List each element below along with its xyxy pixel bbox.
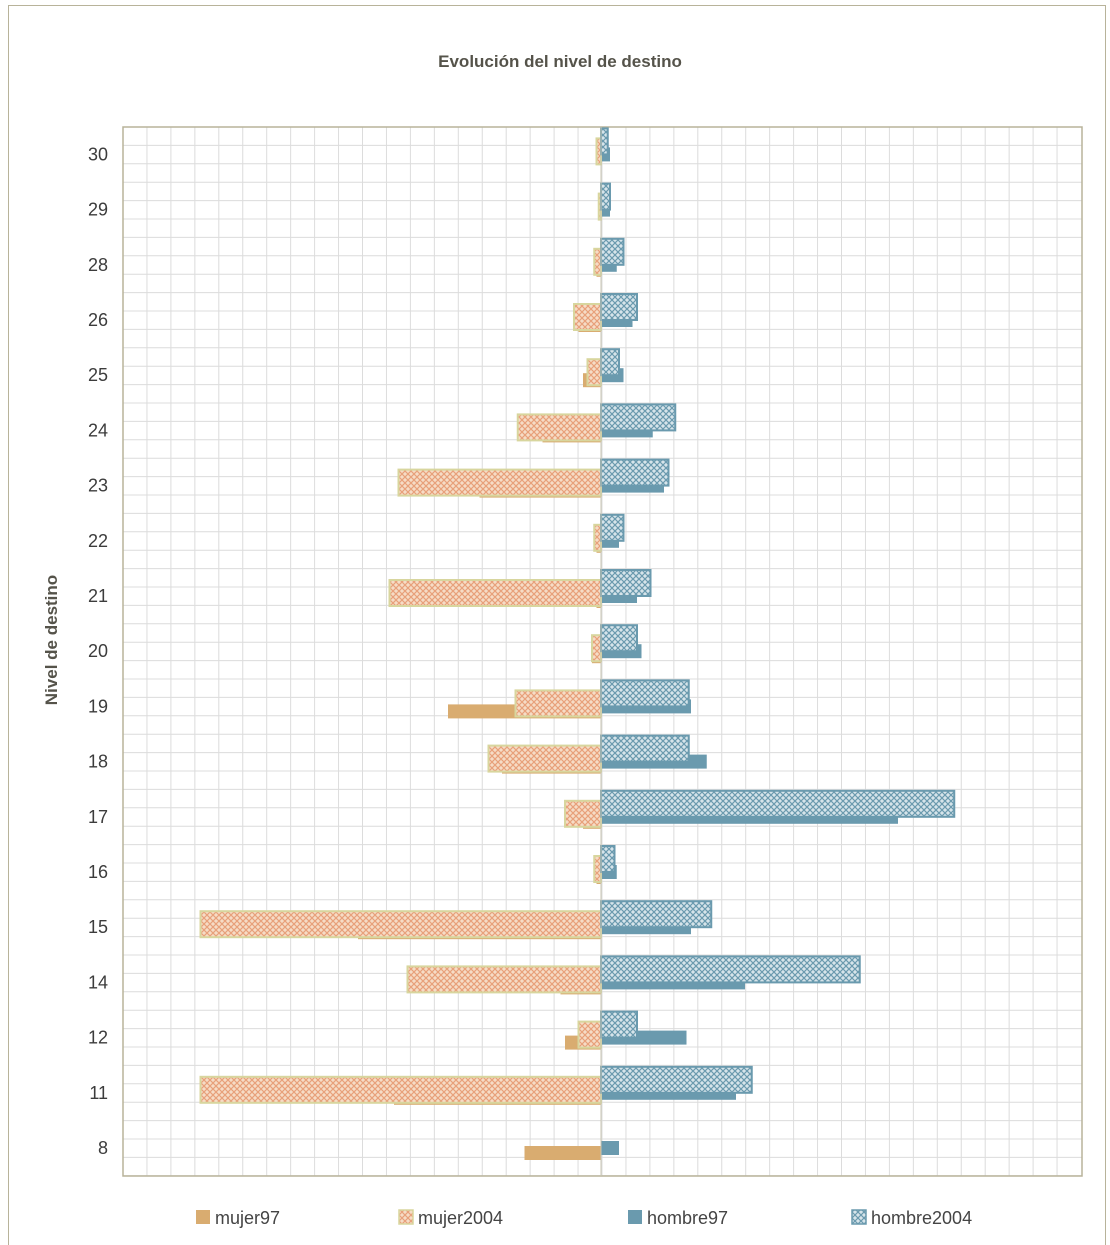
bar-hombre2004 — [600, 182, 611, 211]
bar-hombre2004 — [600, 1065, 753, 1094]
y-tick-label: 21 — [88, 586, 108, 606]
bar-hombre2004 — [600, 955, 861, 984]
bar-hombre2004 — [600, 237, 625, 266]
bar-mujer2004 — [593, 247, 602, 276]
bar-mujer2004 — [397, 468, 602, 497]
y-tick-label: 17 — [88, 807, 108, 827]
bar-mujer2004 — [586, 358, 602, 387]
bar-mujer2004 — [199, 910, 602, 939]
y-tick-label: 12 — [88, 1028, 108, 1048]
y-axis-label: Nivel de destino — [42, 575, 61, 705]
bar-hombre2004 — [600, 569, 652, 597]
y-tick-label: 15 — [88, 917, 108, 937]
chart-title: Evolución del nivel de destino — [438, 52, 682, 71]
legend-item-mujer2004: mujer2004 — [398, 1208, 503, 1228]
y-tick-label: 19 — [88, 696, 108, 716]
grid-lines — [123, 127, 1082, 1177]
bar-hombre2004 — [600, 458, 670, 487]
legend-label: hombre97 — [647, 1208, 728, 1228]
legend-label: hombre2004 — [871, 1208, 972, 1228]
y-tick-label: 29 — [88, 200, 108, 220]
y-tick-label: 18 — [88, 752, 108, 772]
bar-mujer2004 — [514, 689, 602, 718]
legend-item-hombre2004: hombre2004 — [851, 1208, 972, 1228]
y-tick-label: 8 — [98, 1138, 108, 1158]
legend-swatch — [628, 1210, 642, 1224]
bar-mujer2004 — [591, 634, 602, 663]
bar-hombre97 — [601, 1141, 619, 1155]
bar-hombre2004 — [600, 1010, 638, 1039]
legend-label: mujer2004 — [418, 1208, 503, 1228]
y-tick-label: 20 — [88, 641, 108, 661]
legend-swatch — [196, 1210, 210, 1224]
bar-mujer97 — [524, 1146, 601, 1160]
y-tick-label: 23 — [88, 476, 108, 496]
bar-mujer2004 — [516, 413, 602, 442]
bar-mujer2004 — [487, 744, 602, 773]
bar-hombre2004 — [600, 789, 956, 818]
chart-frame — [8, 5, 1106, 1245]
bar-hombre2004 — [600, 513, 625, 542]
y-tick-label: 16 — [88, 862, 108, 882]
bar-hombre2004 — [600, 348, 620, 377]
bar-hombre2004 — [600, 679, 690, 708]
plot-area — [122, 126, 1083, 1177]
bar-hombre2004 — [600, 293, 638, 321]
y-tick-label: 25 — [88, 365, 108, 385]
bar-hombre2004 — [600, 734, 690, 763]
bar-mujer2004 — [406, 965, 602, 994]
legend-item-hombre97: hombre97 — [628, 1208, 728, 1228]
y-tick-label: 14 — [88, 972, 108, 992]
y-tick-label: 28 — [88, 255, 108, 275]
y-tick-label: 26 — [88, 310, 108, 330]
bar-hombre2004 — [600, 624, 638, 653]
legend-item-mujer97: mujer97 — [196, 1208, 280, 1228]
y-tick-label: 11 — [89, 1083, 108, 1103]
y-tick-label: 30 — [88, 144, 108, 164]
bar-mujer2004 — [593, 523, 602, 552]
y-tick-label: 22 — [88, 531, 108, 551]
bar-hombre2004 — [600, 900, 713, 929]
bar-mujer2004 — [593, 855, 602, 883]
bar-mujer2004 — [199, 1075, 602, 1104]
y-tick-label: 24 — [88, 420, 108, 440]
bar-mujer2004 — [577, 1020, 602, 1049]
legend-label: mujer97 — [215, 1208, 280, 1228]
bars-group — [199, 127, 956, 1176]
bar-hombre2004 — [600, 845, 616, 873]
bar-mujer2004 — [564, 799, 602, 828]
bar-hombre2004 — [600, 127, 609, 156]
bar-mujer2004 — [573, 303, 602, 331]
bar-hombre2004 — [600, 403, 677, 432]
bar-mujer2004 — [388, 579, 602, 607]
legend-swatch — [851, 1209, 867, 1225]
y-tick-labels: 8 11 12 14 15 16 17 18 19 20 21 22 23 24 25 26 28 29 30 — [88, 144, 108, 1158]
legend-swatch — [398, 1209, 414, 1225]
legend: mujer97 mujer2004 hombre97 hombre2004 — [196, 1208, 972, 1228]
